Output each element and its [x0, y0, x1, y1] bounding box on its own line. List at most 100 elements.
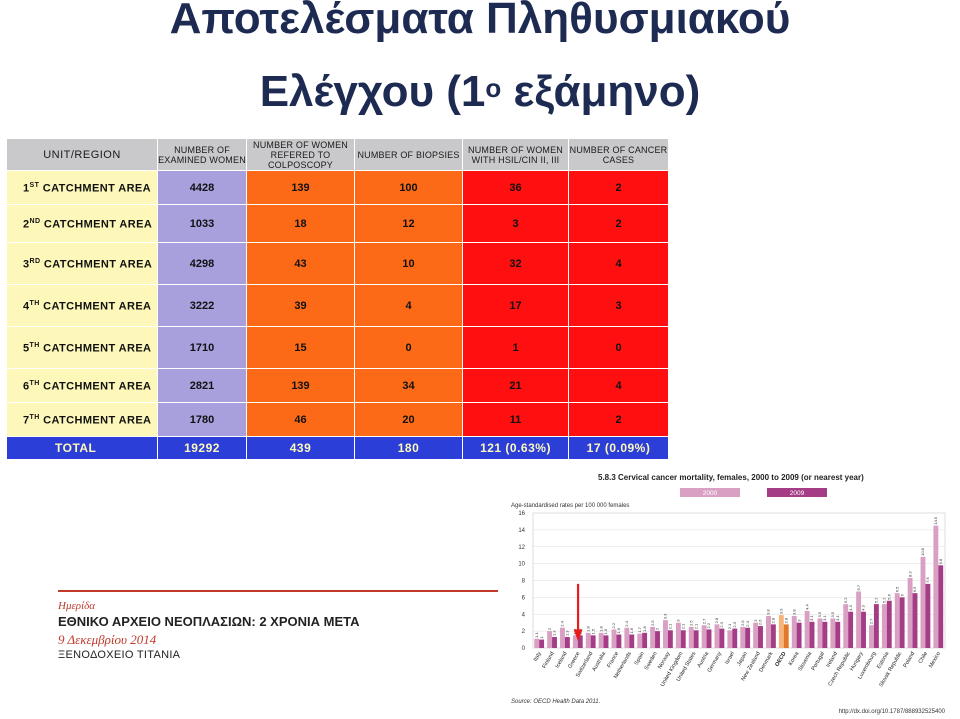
bar-2009: [590, 635, 596, 648]
bar-2000: [637, 633, 643, 648]
header-cancer: NUMBER OF CANCER CASES: [568, 138, 669, 171]
region-cell: 1ST CATCHMENT AREA: [6, 170, 158, 205]
bar-value-label: 2.5: [740, 620, 745, 626]
bar-value-label: 2.4: [624, 620, 629, 626]
cell-examined: 3222: [157, 284, 247, 327]
header-colposcopy: NUMBER OF WOMEN REFERED TO COLPOSCOPY: [246, 138, 355, 171]
chart-doi: http://dx.doi.org/10.1787/888932525400: [839, 709, 946, 715]
header-biopsies: NUMBER OF BIOPSIES: [354, 138, 463, 171]
bar-2000: [714, 624, 720, 648]
cell-examined: 1033: [157, 204, 247, 243]
bar-value-label: 2.8: [783, 617, 788, 623]
cell-biopsies: 100: [354, 170, 463, 205]
bar-value-label: 1.6: [629, 627, 634, 633]
bar-2000: [766, 615, 771, 648]
bar-2009: [873, 604, 879, 648]
cell-colposcopy: 139: [246, 170, 355, 205]
bar-value-label: 9.8: [938, 558, 943, 564]
bar-value-label: 5.2: [874, 597, 879, 603]
y-tick-label: 12: [518, 545, 525, 551]
bar-2009: [796, 622, 802, 648]
bar-value-label: 3.1: [835, 615, 840, 621]
bar-value-label: 3: [676, 619, 681, 622]
bar-value-label: 2.3: [719, 621, 724, 627]
region-number: 1: [23, 182, 30, 195]
bar-2000: [920, 556, 926, 648]
bar-value-label: 3.8: [791, 609, 796, 615]
table-header-row: UNIT/REGION NUMBER OF EXAMINED WOMEN NUM…: [6, 138, 669, 171]
bar-2009: [719, 628, 725, 648]
cell-examined: 4298: [157, 242, 247, 285]
bar-value-label: 7.6: [925, 577, 930, 583]
bar-value-label: 3.3: [663, 613, 668, 619]
cell-cancer: 3: [568, 284, 669, 327]
bar-value-label: 4.3: [861, 604, 866, 610]
legend-label-2000: 2000: [703, 490, 718, 497]
table-row: 6TH CATCHMENT AREA 2821 139 34 21 4: [6, 368, 669, 403]
bar-2000: [881, 604, 887, 648]
cell-biopsies: 12: [354, 204, 463, 243]
bar-2009: [577, 635, 583, 648]
cell-examined: 1780: [157, 402, 247, 437]
table-row: 2ND CATCHMENT AREA 1033 18 12 3 2: [6, 204, 669, 243]
bar-2009: [835, 621, 841, 648]
region-cell: 5TH CATCHMENT AREA: [6, 326, 158, 369]
bar-value-label: 3: [753, 619, 758, 622]
bar-value-label: 3.1: [809, 615, 814, 621]
cell-biopsies: 0: [354, 326, 463, 369]
bar-value-label: 6: [899, 593, 904, 596]
bar-2000: [727, 630, 733, 648]
bar-2000: [675, 622, 681, 648]
event-venue: ΞΕΝΟΔΟΧΕΙΟ ΤΙΤΑΝΙΑ: [58, 649, 181, 661]
x-tick-label: Poland: [903, 651, 917, 669]
cell-hsil: 32: [462, 242, 569, 285]
bar-2009: [693, 630, 699, 648]
bar-value-label: 1.8: [585, 625, 590, 631]
total-colposcopy: 439: [246, 436, 355, 460]
cell-hsil: 3: [462, 204, 569, 243]
bar-value-label: 4.3: [848, 604, 853, 610]
y-tick-label: 2: [522, 629, 526, 635]
bar-value-label: 1.6: [616, 627, 621, 633]
table-row: 4TH CATCHMENT AREA 3222 39 4 17 3: [6, 284, 669, 327]
bar-2009: [770, 624, 776, 648]
bar-value-label: 2.6: [758, 619, 763, 625]
cell-hsil: 21: [462, 368, 569, 403]
bar-2000: [804, 610, 810, 648]
header-unit-region: UNIT/REGION: [6, 138, 158, 171]
bar-value-label: 1: [539, 636, 544, 639]
x-tick-label: Sweden: [644, 651, 659, 671]
cell-hsil: 36: [462, 170, 569, 205]
x-tick-label: Australia: [591, 650, 607, 672]
cell-cancer: 4: [568, 368, 669, 403]
table-row: 7TH CATCHMENT AREA 1780 46 20 11 2: [6, 402, 669, 437]
bar-value-label: 10.8: [920, 547, 925, 556]
y-tick-label: 10: [518, 562, 525, 568]
bar-value-label: 3: [796, 619, 801, 622]
cell-cancer: 2: [568, 402, 669, 437]
bar-2009: [925, 583, 931, 648]
total-row: TOTAL 19292 439 180 121 (0.63%) 17 (0.09%): [6, 436, 669, 460]
total-biopsies: 180: [354, 436, 463, 460]
region-label: CATCHMENT AREA: [43, 380, 152, 393]
region-cell: 3RD CATCHMENT AREA: [6, 242, 158, 285]
bar-2009: [642, 632, 648, 648]
screening-results-table: UNIT/REGION NUMBER OF EXAMINED WOMEN NUM…: [6, 138, 669, 460]
bar-value-label: 1.1: [534, 631, 539, 637]
bar-2009: [822, 621, 828, 648]
bar-value-label: 1.8: [642, 625, 647, 631]
header-examined: NUMBER OF EXAMINED WOMEN: [157, 138, 247, 171]
table-row: 3RD CATCHMENT AREA 4298 43 10 32 4: [6, 242, 669, 285]
bar-value-label: 2.8: [714, 617, 719, 623]
bar-value-label: 2.1: [727, 623, 732, 629]
x-tick-label: Spain: [634, 651, 646, 666]
event-title: ΕΘΝΙΚΟ ΑΡΧΕΙΟ ΝΕΟΠΛΑΣΙΩΝ: 2 ΧΡΟΝΙΑ ΜΕΤΑ: [58, 614, 360, 629]
bar-value-label: 1.5: [590, 628, 595, 634]
bar-value-label: 2.2: [611, 622, 616, 628]
slide-title-line1: Αποτελέσματα Πληθυσμιακού: [169, 0, 791, 43]
x-tick-label: Israel: [724, 651, 736, 666]
bar-value-label: 8.3: [907, 571, 912, 577]
cell-hsil: 11: [462, 402, 569, 437]
total-cancer: 17 (0.09%): [568, 436, 669, 460]
bar-2000: [933, 525, 939, 648]
